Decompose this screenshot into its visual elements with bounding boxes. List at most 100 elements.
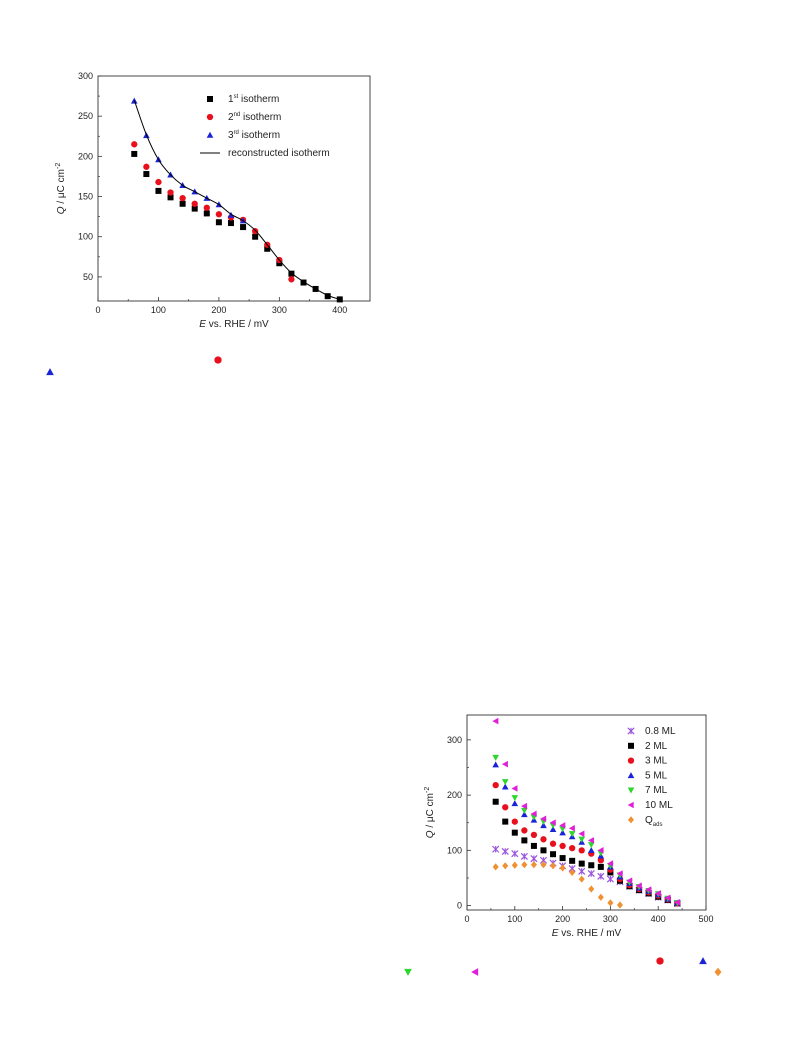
legend-marker xyxy=(627,727,635,735)
legend-marker xyxy=(627,801,634,809)
data-point xyxy=(597,857,604,864)
stray-symbol xyxy=(214,356,222,364)
data-point xyxy=(492,863,499,871)
data-point xyxy=(550,851,557,858)
data-point xyxy=(300,279,307,286)
data-point xyxy=(578,836,586,843)
data-point xyxy=(167,189,174,196)
data-point xyxy=(540,847,547,854)
legend-marker xyxy=(628,742,634,749)
data-point xyxy=(492,845,500,853)
data-point xyxy=(520,852,528,860)
data-point xyxy=(521,811,528,818)
data-point xyxy=(179,200,186,207)
data-point xyxy=(511,785,518,792)
data-point xyxy=(502,862,509,870)
x-tick-label: 0 xyxy=(95,305,100,315)
y-tick-label: 300 xyxy=(78,71,93,81)
data-point xyxy=(511,861,518,869)
legend-label: 3rd isotherm xyxy=(228,130,280,141)
legend-label: Qads xyxy=(645,815,662,828)
data-point xyxy=(492,717,499,725)
legend-marker xyxy=(627,787,635,794)
data-point xyxy=(540,861,547,869)
data-point xyxy=(597,872,605,880)
data-point xyxy=(587,837,594,844)
y-tick-label: 150 xyxy=(78,192,93,202)
x-tick-label: 400 xyxy=(332,305,347,315)
data-point xyxy=(568,831,576,838)
data-point xyxy=(143,163,150,170)
legend-label: 2 ML xyxy=(645,741,668,752)
legend-marker xyxy=(207,96,213,102)
data-point xyxy=(559,855,566,862)
x-tick-label: 300 xyxy=(272,305,287,315)
plot-frame xyxy=(97,75,371,302)
data-point xyxy=(179,194,186,202)
stray-symbol xyxy=(699,957,707,965)
data-point xyxy=(203,210,210,217)
data-point xyxy=(674,898,681,906)
data-point xyxy=(540,836,547,843)
data-point xyxy=(203,204,210,211)
data-point xyxy=(549,840,557,847)
legend-marker xyxy=(627,772,635,779)
legend-label: 5 ML xyxy=(645,770,668,781)
stray-symbol xyxy=(471,968,479,976)
data-point xyxy=(597,863,604,870)
series-3 xyxy=(133,99,340,300)
data-point xyxy=(191,200,198,207)
data-point xyxy=(597,893,604,901)
data-point xyxy=(511,829,518,836)
data-point xyxy=(654,890,661,897)
legend-marker xyxy=(628,816,634,824)
data-point xyxy=(578,867,586,875)
data-point xyxy=(276,260,283,267)
data-point xyxy=(501,783,509,790)
data-point xyxy=(578,875,585,883)
legend-label: 0.8 ML xyxy=(645,726,676,737)
data-point xyxy=(511,800,519,807)
data-point xyxy=(597,847,604,854)
stray-symbol xyxy=(46,368,54,376)
data-point xyxy=(521,861,528,869)
data-point xyxy=(530,810,537,818)
data-point xyxy=(530,831,538,839)
data-point xyxy=(578,830,585,838)
data-point xyxy=(664,894,671,902)
data-point xyxy=(167,194,174,201)
series-6 xyxy=(492,861,623,909)
data-point xyxy=(587,869,595,878)
y-tick-label: 100 xyxy=(78,232,93,242)
series-5 xyxy=(492,717,681,906)
data-point xyxy=(559,829,566,836)
legend: 0.8 ML 2 ML 3 ML 5 ML 7 ML 10 ML Qads xyxy=(627,726,676,828)
data-point xyxy=(240,224,247,231)
data-point xyxy=(578,847,585,854)
data-point xyxy=(501,779,509,786)
stray-symbol xyxy=(404,968,412,976)
y-tick-label: 250 xyxy=(78,111,93,121)
data-point xyxy=(568,824,575,832)
data-point xyxy=(492,782,499,789)
data-point xyxy=(492,761,499,768)
x-axis-label: E vs. RHE / mV xyxy=(552,928,622,939)
data-point xyxy=(502,804,509,811)
data-point xyxy=(288,270,295,277)
data-point xyxy=(530,855,538,863)
x-tick-label: 200 xyxy=(555,914,570,924)
data-point xyxy=(215,219,222,226)
x-axis-label: E vs. RHE / mV xyxy=(199,319,269,330)
legend: 1st isotherm 2nd isotherm 3rd isotherm reco… xyxy=(200,94,330,159)
y-tick-label: 200 xyxy=(447,790,462,800)
data-point xyxy=(569,857,576,864)
data-point xyxy=(530,842,537,849)
y-axis-label: Q / μC cm-2 xyxy=(424,787,436,839)
data-point xyxy=(131,141,138,148)
data-point xyxy=(540,815,547,823)
data-point xyxy=(501,760,508,768)
data-point xyxy=(607,899,614,907)
data-point xyxy=(155,187,162,194)
